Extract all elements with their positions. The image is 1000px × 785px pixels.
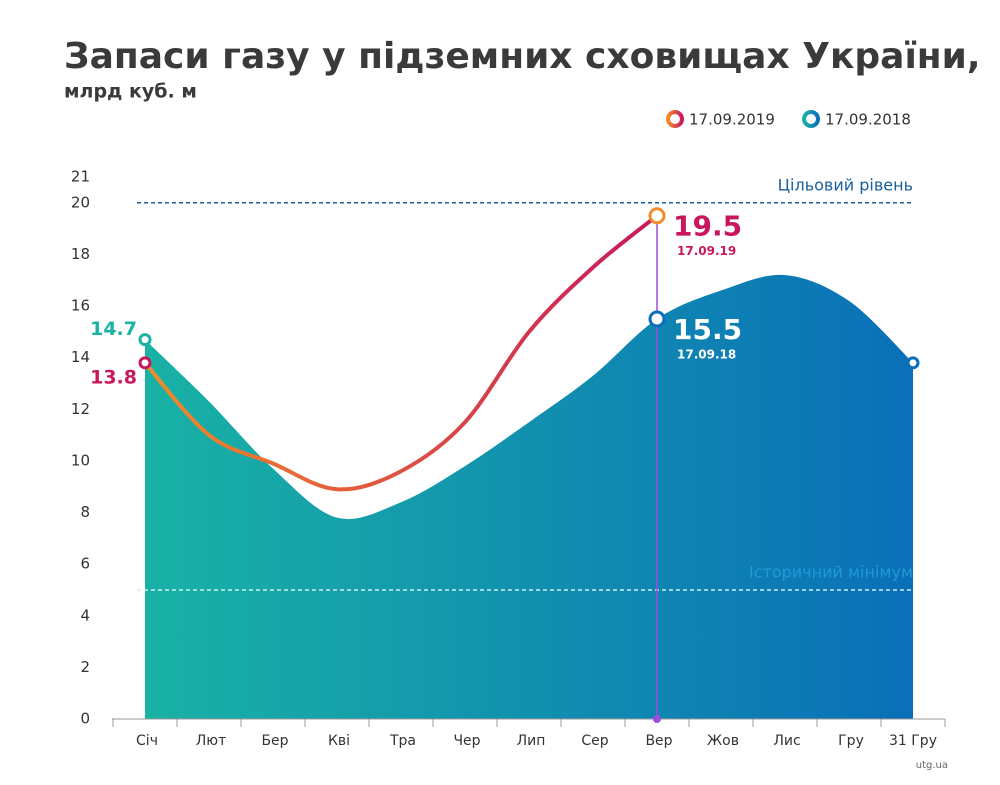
y-tick-label: 8 [80, 503, 90, 521]
y-tick-label: 10 [71, 451, 90, 469]
marker-dot [653, 715, 661, 723]
y-tick-label: 14 [71, 348, 90, 366]
y-tick-label: 6 [80, 555, 90, 573]
reference-label: Історичний мінімум [749, 562, 913, 581]
x-tick-label: Кві [328, 733, 350, 749]
point-note: 17.09.18 [677, 347, 736, 361]
x-tick-label: Вер [645, 733, 672, 749]
x-tick-label: Гру [838, 733, 864, 749]
reference-label: Цільовий рівень [778, 175, 913, 194]
point [648, 310, 666, 328]
point [648, 207, 666, 225]
value-label: 14.7 [90, 318, 137, 340]
chart-title: Запаси газу у підземних сховищах України… [64, 36, 981, 77]
y-tick-label: 0 [80, 710, 90, 728]
x-tick-label: Жов [707, 733, 739, 749]
x-tick-label: Лис [773, 733, 800, 749]
area [145, 274, 913, 719]
chart-subtitle: млрд куб. м [64, 81, 197, 103]
value-label: 19.5 [673, 210, 742, 243]
point [138, 356, 152, 370]
y-tick-label: 12 [71, 400, 90, 418]
value-label: 13.8 [90, 366, 137, 388]
x-tick-label: Січ [136, 733, 158, 749]
x-tick-label: Сер [581, 733, 608, 749]
source: utg.ua [916, 760, 948, 771]
legend-label: 17.09.2018 [825, 111, 911, 129]
y-tick-label: 4 [80, 606, 90, 624]
x-tick-label: 31 Гру [889, 733, 937, 749]
y-tick-label: 16 [71, 297, 90, 315]
y-tick-label: 21 [71, 168, 90, 186]
point [906, 356, 920, 370]
point-note: 17.09.19 [677, 244, 736, 258]
point [138, 333, 152, 347]
x-tick-label: Бер [261, 733, 288, 749]
legend-swatch [666, 110, 684, 128]
value-label: 15.5 [673, 313, 742, 346]
x-tick-label: Тра [389, 733, 416, 749]
line [143, 214, 659, 492]
x-tick-label: Лют [196, 733, 226, 749]
x-tick-label: Лип [517, 733, 546, 749]
y-tick-label: 18 [71, 245, 90, 263]
legend-swatch [802, 110, 820, 128]
y-tick-label: 20 [71, 193, 90, 211]
legend-label: 17.09.2019 [689, 111, 775, 129]
x-tick-label: Чер [453, 733, 480, 749]
y-tick-label: 2 [80, 658, 90, 676]
